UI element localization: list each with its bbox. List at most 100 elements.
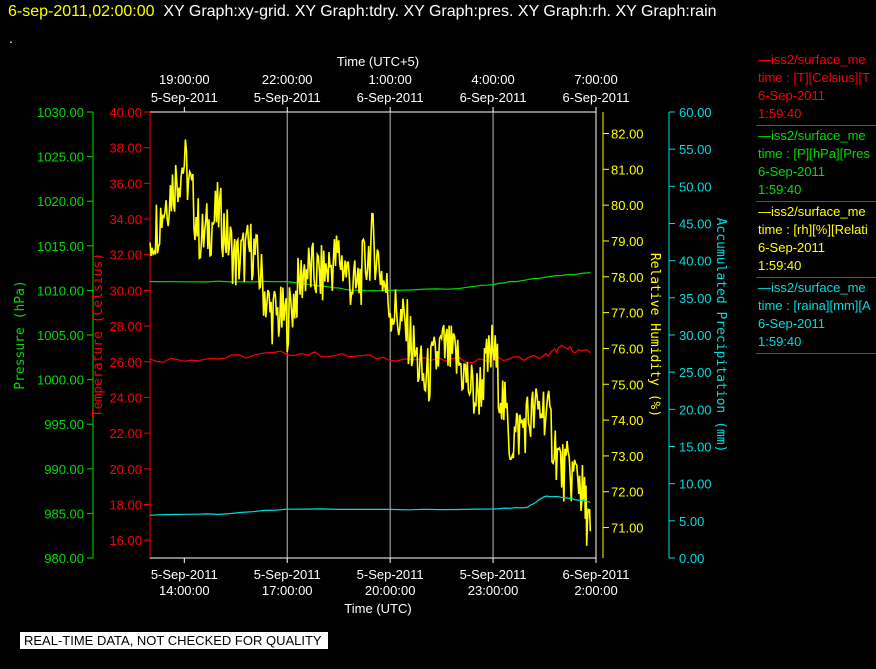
precip-tick-label: 25.00	[679, 365, 712, 380]
x-tick-label-date: 5-Sep-2011	[151, 567, 218, 582]
pressure-tick-label: 985.00	[44, 506, 84, 521]
temperature-tick-label: 30.00	[109, 283, 142, 298]
temperature-tick-label: 38.00	[109, 141, 142, 156]
precip-tick-label: 20.00	[679, 402, 712, 417]
legend-panel: —iss2/surface_me time : [T][Celsius][T 6-S…	[756, 50, 876, 354]
humidity-tick-label: 78.00	[611, 270, 644, 285]
x-tick-label-date: 5-Sep-2011	[460, 567, 527, 582]
x-tick-label-date: 6-Sep-2011	[563, 567, 630, 582]
legend-time: 1:59:40	[758, 182, 802, 197]
temperature-axis-title: Temperature (Celsius)	[91, 253, 106, 417]
quality-note: REAL-TIME DATA, NOT CHECKED FOR QUALITY	[20, 632, 328, 649]
x-top-tick-label-date: 6-Sep-2011	[563, 90, 630, 105]
x-top-tick-label-date: 6-Sep-2011	[460, 90, 527, 105]
x-top-tick-label-date: 6-Sep-2011	[357, 90, 424, 105]
x-tick-label-date: 5-Sep-2011	[357, 567, 424, 582]
precip-tick-label: 35.00	[679, 291, 712, 306]
pressure-tick-label: 980.00	[44, 551, 84, 566]
series-precipitation	[149, 495, 591, 516]
pressure-tick-label: 1010.00	[37, 283, 84, 298]
x-top-tick-label-time: 4:00:00	[471, 72, 514, 87]
pressure-tick-label: 1005.00	[37, 328, 84, 343]
legend-title: —iss2/surface_me	[758, 52, 866, 67]
humidity-tick-label: 79.00	[611, 234, 644, 249]
precip-tick-label: 5.00	[679, 514, 704, 529]
x-top-tick-label-time: 22:00:00	[262, 72, 313, 87]
x-tick-label-time: 17:00:00	[262, 583, 313, 598]
temperature-tick-label: 40.00	[109, 105, 142, 120]
header-timestamp: 6-sep-2011,02:00:00	[8, 3, 155, 20]
precip-tick-label: 55.00	[679, 142, 712, 157]
legend-entry: —iss2/surface_me time : [raina][mm][A 6-Se…	[756, 278, 876, 354]
precip-axis-title: Accumulated Precipitation (mm)	[713, 218, 728, 453]
temperature-tick-label: 36.00	[109, 176, 142, 191]
legend-line2: time : [P][hPa][Pres	[758, 146, 870, 161]
plot-frame	[149, 111, 597, 559]
humidity-tick-label: 76.00	[611, 341, 644, 356]
pressure-tick-label: 1015.00	[37, 239, 84, 254]
temperature-tick-label: 16.00	[109, 533, 142, 548]
temperature-tick-label: 28.00	[109, 319, 142, 334]
temperature-tick-label: 22.00	[109, 426, 142, 441]
temperature-tick-label: 26.00	[109, 355, 142, 370]
humidity-tick-label: 82.00	[611, 126, 644, 141]
x-axis-title: Time (UTC)	[344, 601, 411, 616]
series-humidity	[149, 139, 592, 546]
legend-time: 1:59:40	[758, 258, 802, 273]
x-top-tick-label-date: 5-Sep-2011	[151, 90, 218, 105]
legend-time: 1:59:40	[758, 106, 802, 121]
x-top-axis-title: Time (UTC+5)	[337, 54, 419, 69]
x-top-tick-label-time: 1:00:00	[368, 72, 411, 87]
legend-line2: time : [rh][%][Relati	[758, 222, 868, 237]
x-top-tick-label-time: 19:00:00	[159, 72, 210, 87]
header-graph-list: XY Graph:xy-grid. XY Graph:tdry. XY Grap…	[163, 3, 717, 20]
precip-tick-label: 50.00	[679, 179, 712, 194]
pressure-tick-label: 1000.00	[37, 373, 84, 388]
legend-date: 6-Sep-2011	[758, 240, 825, 255]
legend-date: 6-Sep-2011	[758, 164, 825, 179]
temperature-tick-label: 34.00	[109, 212, 142, 227]
humidity-tick-label: 73.00	[611, 449, 644, 464]
x-tick-label-time: 23:00:00	[468, 583, 519, 598]
legend-title: —iss2/surface_me	[758, 128, 866, 143]
humidity-tick-label: 72.00	[611, 485, 644, 500]
pressure-axis-title: Pressure (hPa)	[13, 280, 28, 390]
temperature-tick-label: 20.00	[109, 462, 142, 477]
series-temperature	[149, 344, 591, 364]
humidity-tick-label: 77.00	[611, 306, 644, 321]
legend-time: 1:59:40	[758, 334, 802, 349]
humidity-axis-title: Relative Humidity (%)	[647, 253, 662, 417]
pressure-tick-label: 1020.00	[37, 194, 84, 209]
legend-line2: time : [T][Celsius][T	[758, 70, 870, 85]
legend-date: 6-Sep-2011	[758, 88, 825, 103]
x-tick-label-date: 5-Sep-2011	[254, 567, 321, 582]
humidity-tick-label: 81.00	[611, 162, 644, 177]
pressure-tick-label: 995.00	[44, 417, 84, 432]
legend-date: 6-Sep-2011	[758, 316, 825, 331]
temperature-tick-label: 24.00	[109, 390, 142, 405]
humidity-tick-label: 80.00	[611, 198, 644, 213]
x-tick-label-time: 14:00:00	[159, 583, 210, 598]
x-tick-label-time: 20:00:00	[365, 583, 416, 598]
x-tick-label-time: 2:00:00	[574, 583, 617, 598]
humidity-tick-label: 75.00	[611, 377, 644, 392]
header-dot: .	[9, 30, 13, 46]
x-top-tick-label-date: 5-Sep-2011	[254, 90, 321, 105]
precip-tick-label: 30.00	[679, 328, 712, 343]
precip-tick-label: 10.00	[679, 477, 712, 492]
x-top-tick-label-time: 7:00:00	[574, 72, 617, 87]
precip-tick-label: 40.00	[679, 254, 712, 269]
humidity-tick-label: 74.00	[611, 413, 644, 428]
precip-tick-label: 45.00	[679, 217, 712, 232]
series-pressure	[149, 272, 591, 292]
temperature-tick-label: 32.00	[109, 248, 142, 263]
pressure-tick-label: 1030.00	[37, 105, 84, 120]
legend-title: —iss2/surface_me	[758, 204, 866, 219]
legend-line2: time : [raina][mm][A	[758, 298, 871, 313]
precip-tick-label: 15.00	[679, 440, 712, 455]
pressure-tick-label: 990.00	[44, 462, 84, 477]
